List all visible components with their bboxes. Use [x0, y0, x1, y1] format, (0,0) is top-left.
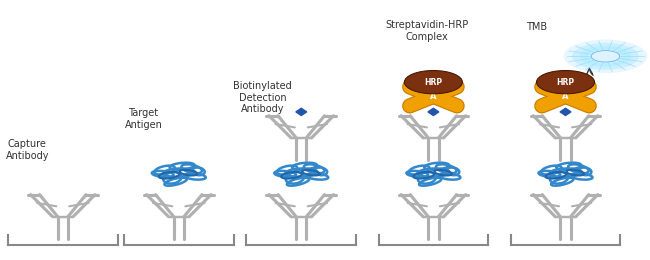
Circle shape — [580, 46, 631, 67]
Text: Biotinylated
Detection
Antibody: Biotinylated Detection Antibody — [233, 81, 292, 114]
Polygon shape — [428, 108, 439, 115]
Text: A: A — [562, 92, 569, 101]
Circle shape — [564, 40, 647, 73]
Circle shape — [536, 70, 595, 94]
Circle shape — [592, 51, 619, 62]
Polygon shape — [560, 108, 571, 115]
Text: TMB: TMB — [526, 22, 547, 32]
Text: HRP: HRP — [556, 78, 575, 87]
Circle shape — [572, 43, 639, 70]
Circle shape — [588, 49, 623, 63]
Polygon shape — [296, 108, 307, 115]
Text: Capture
Antibody: Capture Antibody — [6, 139, 49, 161]
Text: Streptavidin-HRP
Complex: Streptavidin-HRP Complex — [385, 21, 469, 42]
Text: Target
Antigen: Target Antigen — [124, 108, 162, 130]
Text: HRP: HRP — [424, 78, 443, 87]
Text: A: A — [430, 92, 437, 101]
Circle shape — [404, 70, 462, 94]
